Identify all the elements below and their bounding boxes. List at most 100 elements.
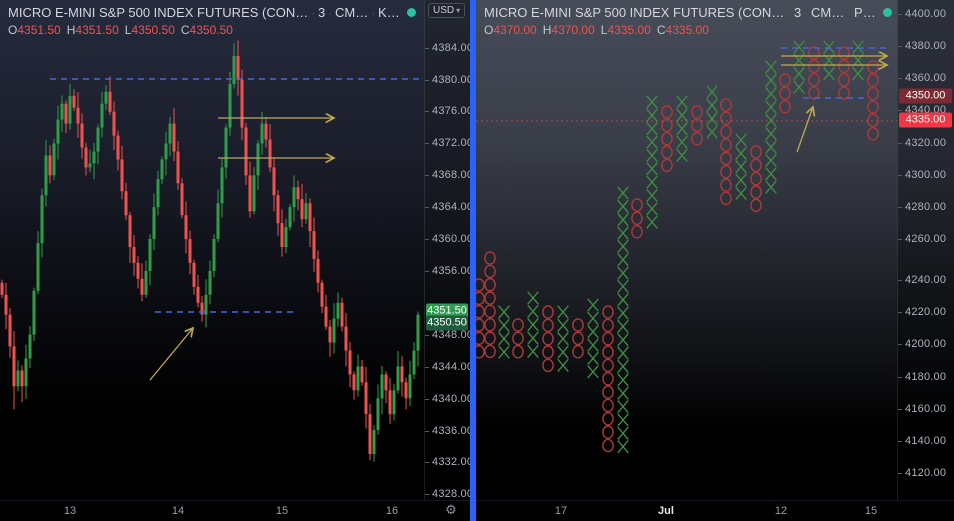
pnf-o-mark — [512, 331, 524, 346]
symbol-name[interactable]: MICRO E-MINI S&P 500 INDEX FUTURES (CON… — [484, 5, 785, 20]
time-axis-label[interactable]: 15 — [864, 505, 878, 517]
time-axis-label[interactable]: 15 — [275, 505, 289, 517]
market-status-icon[interactable] — [406, 8, 416, 17]
axis-tick — [425, 399, 429, 400]
pnf-x-mark — [617, 279, 629, 294]
candle-body — [196, 286, 200, 303]
price-axis-label: 4260.00 — [905, 233, 947, 245]
candle-body — [384, 374, 388, 391]
time-axis-label[interactable]: 14 — [171, 505, 185, 517]
symbol-meta[interactable]: K… — [378, 5, 400, 20]
pnf-series — [476, 40, 879, 454]
pnf-o-mark — [750, 185, 762, 199]
right-symbol-title[interactable]: MICRO E-MINI S&P 500 INDEX FUTURES (CON…… — [484, 5, 876, 20]
candle-body — [184, 215, 188, 240]
pnf-o-mark — [661, 158, 673, 173]
right-price-axis[interactable]: 4400.00 4380.00 4360.00 4340.00 4320.00 4300.… — [897, 0, 954, 500]
currency-unit-button[interactable]: USD ▾ — [428, 3, 466, 18]
left-chart-annotations — [50, 78, 423, 381]
symbol-meta[interactable]: CM… — [811, 5, 845, 20]
time-axis-label[interactable]: 16 — [385, 505, 399, 517]
candle-body — [204, 294, 208, 315]
pnf-o-mark — [720, 191, 732, 206]
candle-body — [400, 366, 404, 383]
candle-body — [276, 195, 280, 224]
left-symbol-row[interactable]: MICRO E-MINI S&P 500 INDEX FUTURES (CON…… — [8, 5, 416, 20]
interval-value[interactable]: 3 — [794, 5, 802, 20]
candle-body — [320, 282, 324, 307]
pnf-o-mark — [602, 358, 614, 373]
pnf-o-mark — [542, 331, 554, 346]
symbol-name[interactable]: MICRO E-MINI S&P 500 INDEX FUTURES (CON… — [8, 5, 309, 20]
pnf-x-mark — [765, 87, 777, 101]
pnf-x-mark — [617, 413, 629, 427]
time-axis-label[interactable]: 13 — [63, 505, 77, 517]
pnf-o-mark — [602, 371, 614, 386]
pnf-x-mark — [617, 226, 629, 240]
candlestick-chart-area[interactable]: MICRO E-MINI S&P 500 INDEX FUTURES (CON…… — [0, 0, 424, 500]
candle-body — [72, 95, 76, 108]
left-symbol-title[interactable]: MICRO E-MINI S&P 500 INDEX FUTURES (CON…… — [8, 5, 400, 20]
market-status-icon[interactable] — [882, 8, 892, 17]
price-axis-label: 4220.00 — [905, 306, 947, 318]
pnf-o-mark — [602, 438, 614, 453]
right-symbol-row[interactable]: MICRO E-MINI S&P 500 INDEX FUTURES (CON…… — [484, 5, 892, 20]
price-axis-label: 4376.00 — [432, 105, 470, 117]
pnf-o-mark — [867, 100, 879, 114]
price-axis-label: 4344.00 — [432, 361, 470, 373]
candlestick-panel: MICRO E-MINI S&P 500 INDEX FUTURES (CON…… — [0, 0, 470, 500]
pnf-o-mark — [476, 331, 485, 346]
candle-body — [220, 167, 224, 204]
pnf-o-mark — [691, 118, 703, 133]
pnf-o-mark — [720, 164, 732, 179]
axis-tick — [425, 111, 429, 112]
candle-body — [248, 175, 252, 212]
time-axis-label[interactable]: Jul — [658, 505, 674, 517]
candle-body — [0, 282, 4, 295]
pnf-x-mark — [587, 311, 599, 326]
candle-body — [20, 370, 24, 387]
pnf-o-mark — [631, 224, 643, 239]
candle-body — [292, 187, 296, 208]
pnf-x-mark — [706, 112, 718, 126]
arrow-annotation[interactable] — [149, 328, 193, 381]
symbol-meta[interactable]: P… — [854, 5, 876, 20]
candle-body — [28, 334, 32, 359]
ohlc-letter: L — [124, 23, 132, 37]
price-badge: 4351.50 — [426, 303, 468, 319]
arrow-annotation[interactable] — [796, 107, 813, 153]
pnf-o-mark — [867, 113, 879, 128]
pnf-x-mark — [706, 125, 718, 139]
time-axis-label[interactable]: 17 — [554, 505, 568, 517]
candle-body — [284, 227, 288, 247]
pnf-x-mark — [735, 160, 747, 174]
axis-tick — [425, 335, 429, 336]
pnf-x-mark — [765, 113, 777, 128]
price-axis-label: 4140.00 — [905, 435, 947, 447]
candle-body — [348, 350, 352, 375]
ohlc-value: 4351.50 — [75, 23, 119, 37]
panel-divider[interactable] — [470, 0, 476, 521]
candle-body — [396, 366, 400, 391]
separator: · — [308, 8, 319, 20]
pnf-chart-area[interactable]: MICRO E-MINI S&P 500 INDEX FUTURES (CON…… — [476, 0, 897, 500]
pnf-x-mark — [646, 95, 658, 109]
axis-tick — [425, 143, 429, 144]
left-chart-header: MICRO E-MINI S&P 500 INDEX FUTURES (CON…… — [8, 5, 416, 37]
candle-body — [272, 167, 276, 196]
pnf-o-mark — [484, 277, 496, 292]
candle-body — [412, 350, 416, 375]
pnf-x-mark — [676, 122, 688, 136]
time-axis-label[interactable]: 12 — [774, 505, 788, 517]
left-price-axis[interactable]: USD ▾ 4384.00 4380.00 4376.00 4372.00 4368.0… — [424, 0, 470, 500]
symbol-meta[interactable]: CM… — [335, 5, 369, 20]
time-axis-bar[interactable]: ⚙ 13 14 15 16 17 Jul 12 15 — [0, 500, 954, 521]
interval-value[interactable]: 3 — [318, 5, 326, 20]
pnf-o-mark — [602, 425, 614, 439]
candle-body — [240, 79, 244, 128]
settings-gear-icon[interactable]: ⚙ — [445, 503, 457, 518]
candle-body — [168, 123, 172, 144]
pnf-o-mark — [750, 171, 762, 186]
pnf-o-mark — [779, 86, 791, 101]
candle-body — [64, 103, 68, 124]
